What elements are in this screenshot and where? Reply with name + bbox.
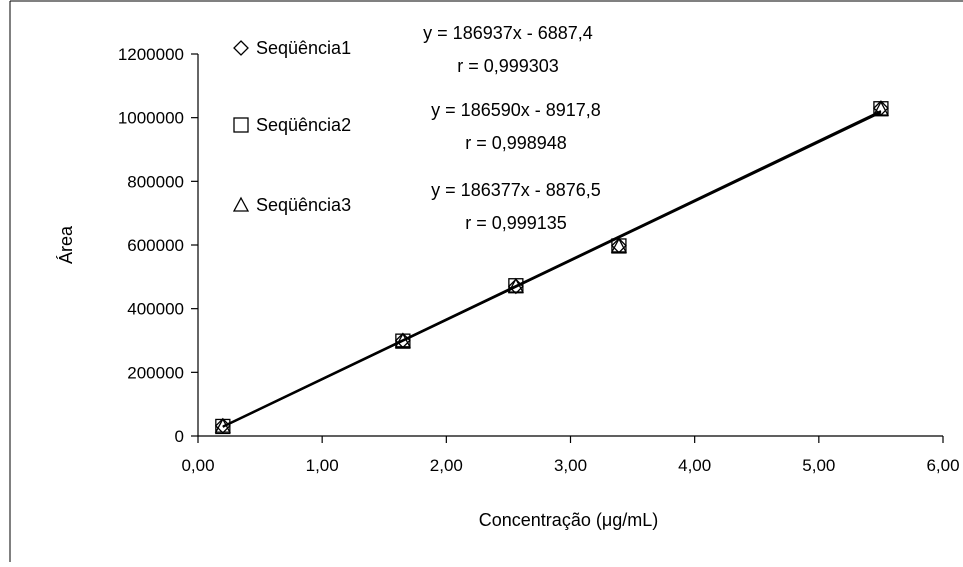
trendline-equation: y = 186937x - 6887,4: [423, 23, 593, 43]
equations: y = 186937x - 6887,4 r = 0,999303 y = 1865…: [423, 23, 601, 233]
data-markers: [214, 100, 890, 435]
x-tick-label: 0,00: [181, 456, 214, 475]
correlation-coefficient: r = 0,999135: [465, 213, 567, 233]
data-point-triangle: [394, 332, 411, 348]
y-tick-label: 400000: [127, 300, 184, 319]
legend-label: Seqüência3: [256, 195, 351, 215]
legend: Seqüência1 Seqüência2 Seqüência3: [232, 38, 351, 215]
y-tick-label: 0: [175, 427, 184, 446]
legend-marker-triangle: [232, 196, 250, 212]
y-tick-label: 800000: [127, 172, 184, 191]
trendlines: [222, 110, 882, 428]
x-tick-label: 6,00: [926, 456, 959, 475]
legend-marker-diamond: [233, 40, 249, 56]
trendline-equation: y = 186590x - 8917,8: [431, 100, 601, 120]
correlation-coefficient: r = 0,998948: [465, 133, 567, 153]
trendline: [222, 111, 882, 428]
legend-marker-square: [233, 117, 249, 133]
correlation-coefficient: r = 0,999303: [457, 56, 559, 76]
axes: 0 200000 400000 600000 800000 1000000 1200000 0…: [56, 45, 960, 530]
y-tick-label: 200000: [127, 363, 184, 382]
x-tick-label: 2,00: [430, 456, 463, 475]
data-point-triangle: [610, 237, 628, 253]
x-tick-label: 4,00: [678, 456, 711, 475]
x-tick-label: 5,00: [802, 456, 835, 475]
trendline-equation: y = 186377x - 8876,5: [431, 180, 601, 200]
data-point-triangle: [872, 100, 890, 116]
data-point-square: [611, 238, 627, 254]
x-axis-title: Concentração (μg/mL): [479, 510, 658, 530]
legend-label: Seqüência1: [256, 38, 351, 58]
data-point-triangle: [507, 277, 524, 293]
y-tick-label: 1000000: [118, 109, 184, 128]
data-point-triangle: [214, 417, 231, 433]
y-tick-label: 1200000: [118, 45, 184, 64]
y-axis-title: Área: [56, 225, 76, 264]
x-tick-label: 1,00: [306, 456, 339, 475]
legend-label: Seqüência2: [256, 115, 351, 135]
x-tick-label: 3,00: [554, 456, 587, 475]
y-tick-label: 600000: [127, 236, 184, 255]
